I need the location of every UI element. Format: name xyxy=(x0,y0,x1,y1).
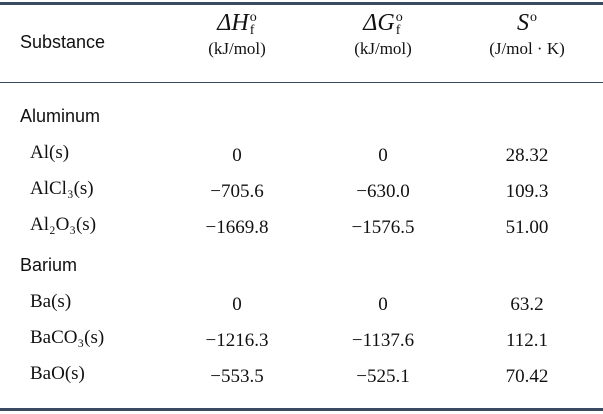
column-header: ΔG o f (kJ/mol) xyxy=(308,10,458,59)
header-sub: f xyxy=(395,22,401,38)
value: −1669.8 xyxy=(205,217,269,238)
value: −1576.5 xyxy=(351,217,415,238)
value: −525.1 xyxy=(356,366,410,387)
header-sup: o xyxy=(395,9,403,25)
header-symbol: S xyxy=(517,10,529,36)
sup-sub-stack: oo xyxy=(530,9,537,37)
value: 28.32 xyxy=(505,145,549,166)
bottom-rule xyxy=(0,408,603,411)
value: −553.5 xyxy=(210,366,264,387)
value: 51.00 xyxy=(505,217,549,238)
header-symbol: ΔH xyxy=(217,10,249,36)
header-unit: (kJ/mol) xyxy=(354,39,412,58)
header-symbol-line: Soo xyxy=(452,10,602,37)
formula: BaCO₃(s) xyxy=(30,327,105,348)
value: 109.3 xyxy=(505,181,549,202)
value: 70.42 xyxy=(505,366,549,387)
formula: Ba(s) xyxy=(30,291,72,312)
value: 63.2 xyxy=(510,294,544,315)
header-sub: f xyxy=(249,22,255,38)
formula: Al(s) xyxy=(30,142,70,163)
value: −630.0 xyxy=(356,181,410,202)
header-unit: (kJ/mol) xyxy=(208,39,266,58)
value: 0 xyxy=(232,294,242,315)
value: 112.1 xyxy=(505,330,549,351)
header-sup: o xyxy=(249,9,257,25)
header-symbol-line: ΔG o f xyxy=(308,10,458,37)
formula: AlCl₃(s) xyxy=(30,178,94,199)
formula: BaO(s) xyxy=(30,363,85,384)
substance-header: Substance xyxy=(20,32,106,52)
column-header: Soo (J/mol · K) xyxy=(452,10,602,59)
top-rule xyxy=(0,2,603,5)
group-name: Barium xyxy=(20,255,78,275)
column-header: ΔH o f (kJ/mol) xyxy=(162,10,312,59)
formula: Al₂O₃(s) xyxy=(30,214,97,235)
value: 0 xyxy=(378,145,388,166)
header-unit: (J/mol · K) xyxy=(489,39,565,58)
header-symbol-line: ΔH o f xyxy=(162,10,312,37)
header-sup: o xyxy=(530,9,537,25)
value: 0 xyxy=(232,145,242,166)
value: −705.6 xyxy=(210,181,264,202)
header-rule xyxy=(0,82,603,83)
group-name: Aluminum xyxy=(20,106,101,126)
header-symbol: ΔG xyxy=(363,10,395,36)
value: 0 xyxy=(378,294,388,315)
value: −1216.3 xyxy=(205,330,269,351)
value: −1137.6 xyxy=(351,330,415,351)
